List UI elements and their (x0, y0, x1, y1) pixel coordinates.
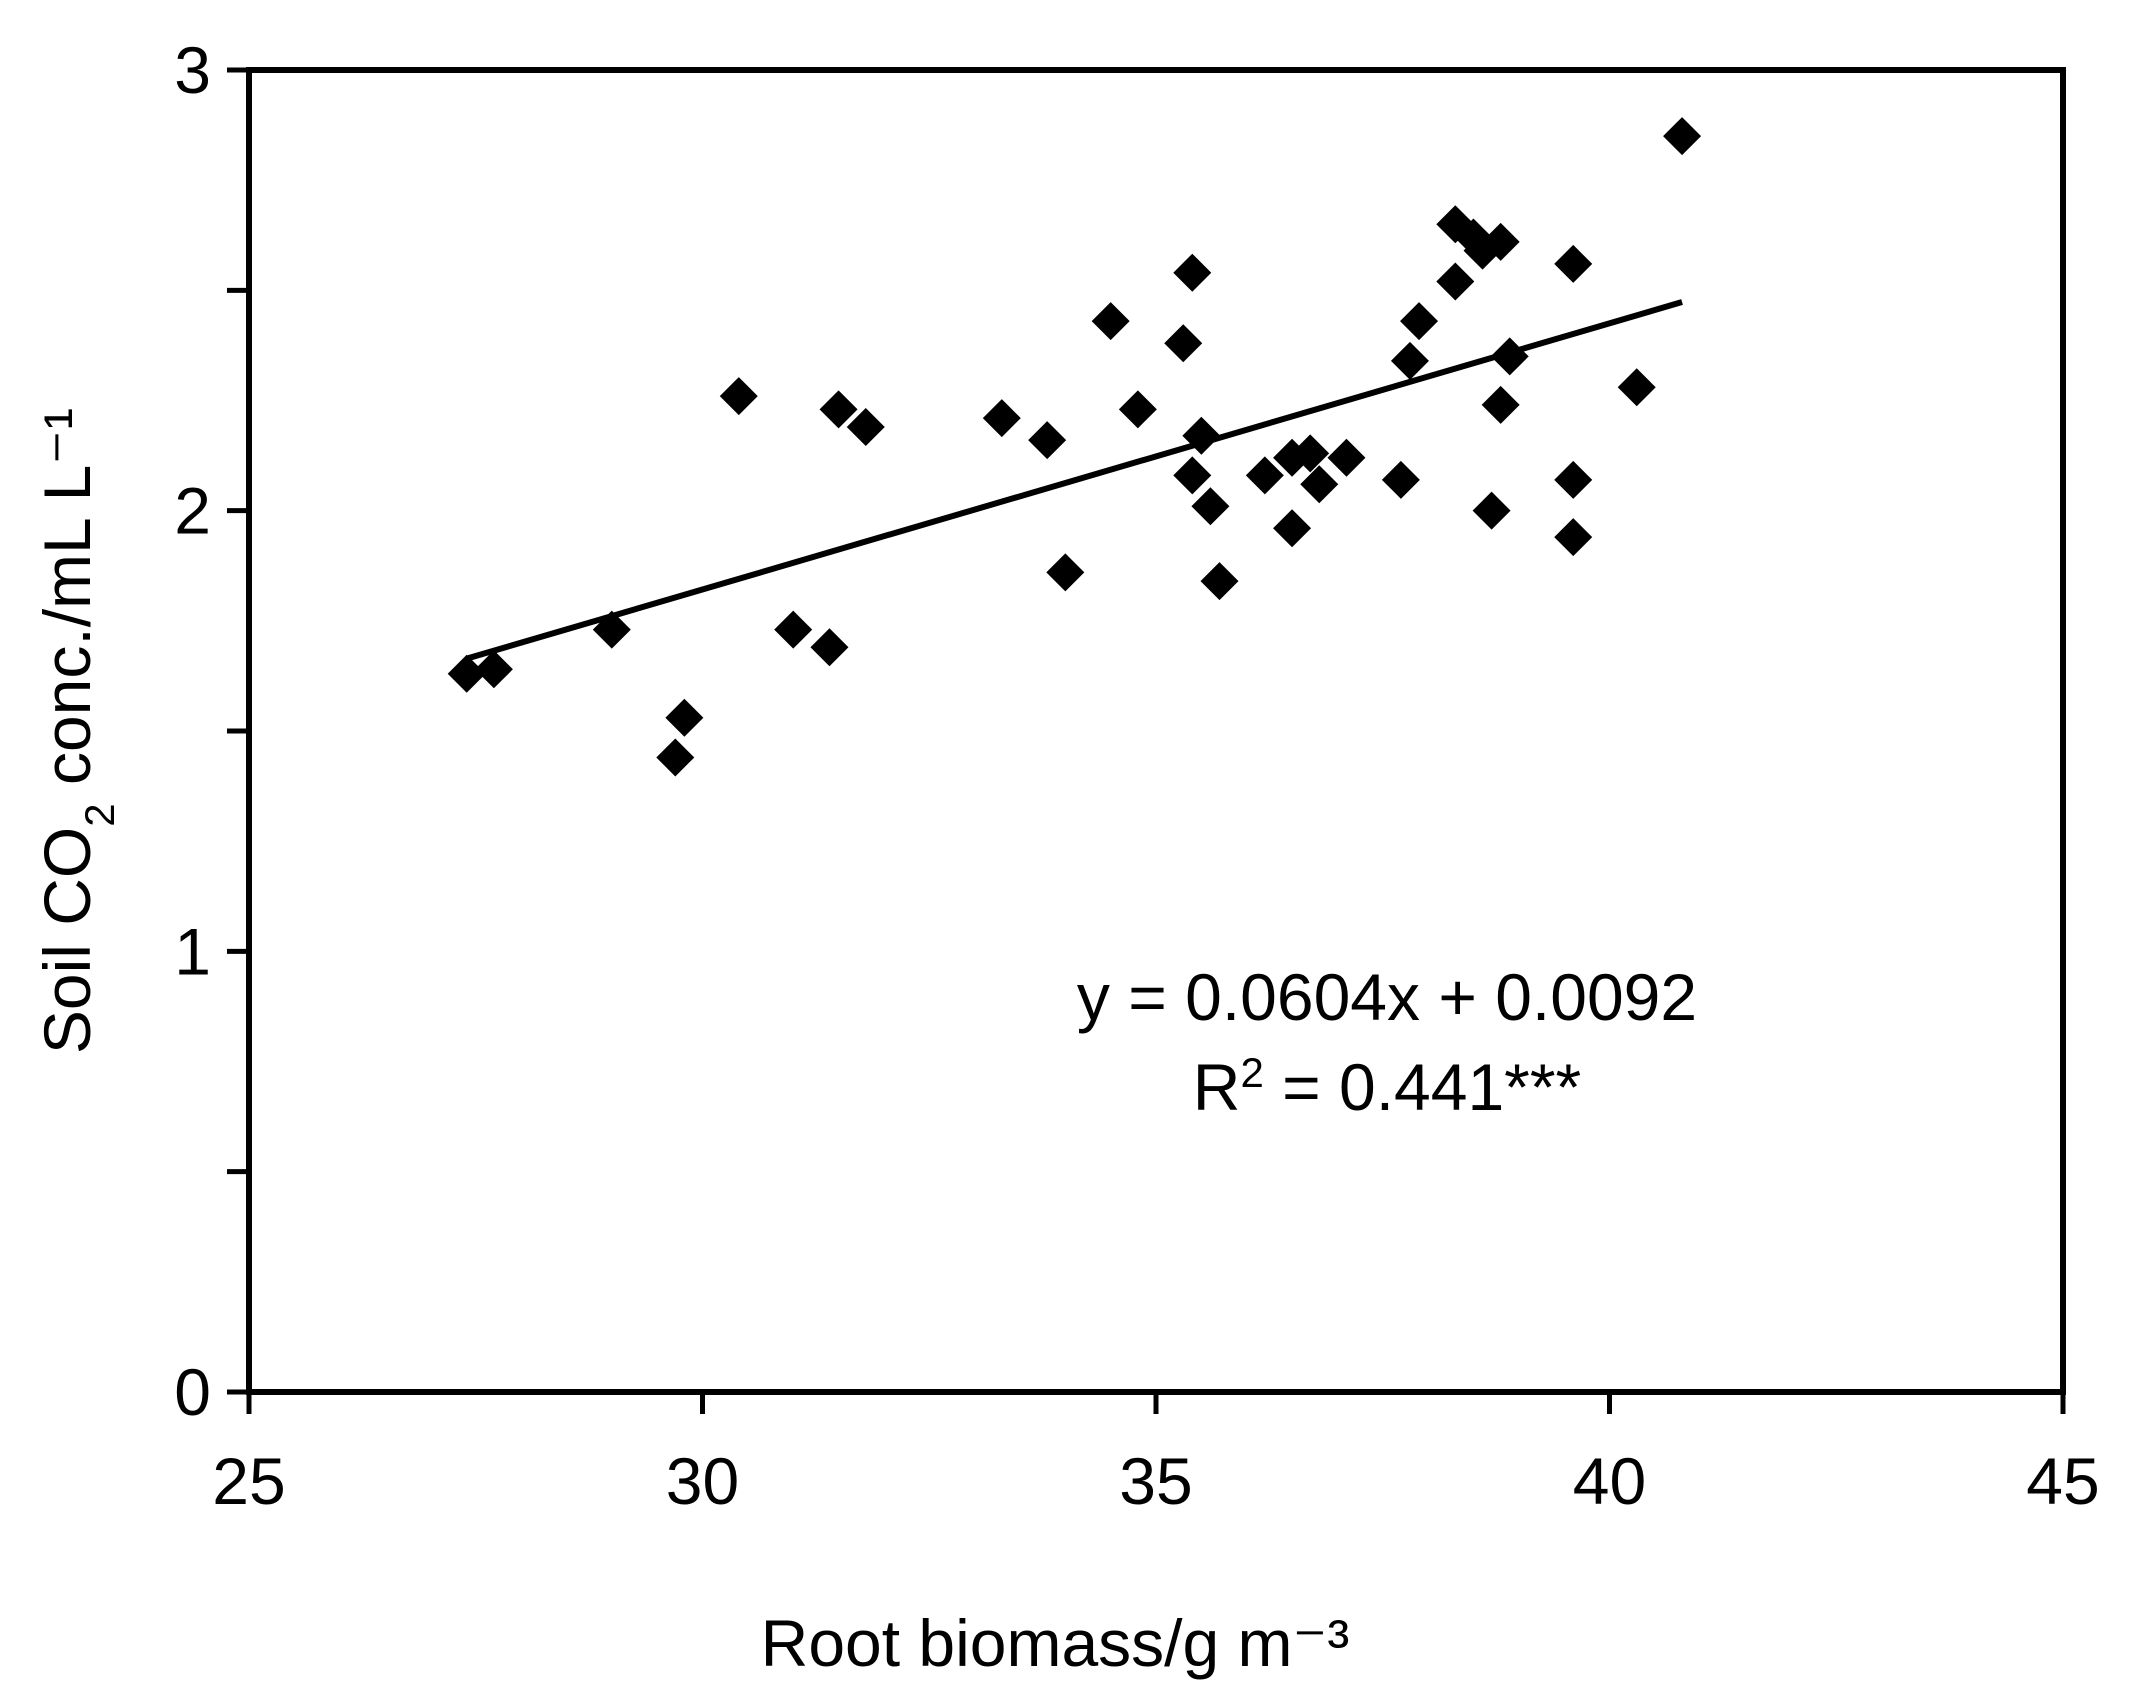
data-point (1554, 244, 1593, 283)
data-point (982, 399, 1021, 438)
data-point (1245, 456, 1284, 495)
x-axis-ticks: 25 30 35 40 45 (212, 1392, 2100, 1518)
data-point (1436, 262, 1475, 301)
data-point (1327, 438, 1366, 477)
data-point (1400, 302, 1439, 341)
data-point (719, 377, 758, 416)
data-point (1490, 337, 1529, 376)
data-point (1617, 368, 1656, 407)
data-points (447, 117, 1702, 777)
data-point (1046, 553, 1085, 592)
trendline (465, 299, 1683, 662)
x-tick-label: 45 (2026, 1444, 2099, 1518)
y-tick-label: 3 (174, 33, 211, 107)
r-squared-annotation: R2 = 0.441*** (1193, 1049, 1581, 1125)
y-tick-label: 1 (174, 914, 211, 988)
x-axis-title: Root biomass/g m⁻³ (761, 1606, 1350, 1680)
data-point (1191, 487, 1230, 526)
data-point (447, 654, 486, 693)
regression-equation: y = 0.0604x + 0.0092 (1077, 960, 1697, 1034)
x-tick-label: 30 (666, 1444, 739, 1518)
x-tick-label: 25 (212, 1444, 285, 1518)
data-point (592, 610, 631, 649)
data-point (1481, 222, 1520, 261)
data-point (1481, 385, 1520, 424)
plot-area-frame (246, 67, 2066, 1395)
x-tick-label: 40 (1573, 1444, 1646, 1518)
y-axis-title-prefix: Soil CO (30, 827, 104, 1054)
x-tick-label: 35 (1119, 1444, 1192, 1518)
data-point (1381, 460, 1420, 499)
y-tick-label: 0 (174, 1355, 211, 1429)
y-axis-title: Soil CO2 conc./mL L⁻¹ (30, 408, 123, 1054)
r-squared-exponent: 2 (1240, 1049, 1263, 1096)
y-axis-title-subscript: 2 (76, 803, 123, 826)
r-squared-symbol: R (1193, 1050, 1241, 1124)
data-point (1028, 421, 1067, 460)
data-point (1390, 341, 1429, 380)
data-point (1173, 456, 1212, 495)
data-point (1291, 434, 1330, 473)
data-point (819, 390, 858, 429)
data-point (1554, 460, 1593, 499)
data-point (1554, 518, 1593, 557)
data-point (1164, 324, 1203, 363)
y-tick-label: 2 (174, 474, 211, 548)
data-point (1182, 416, 1221, 455)
data-point (1273, 509, 1312, 548)
data-point (1118, 390, 1157, 429)
data-point (774, 610, 813, 649)
data-point (1663, 117, 1702, 156)
data-point (1173, 253, 1212, 292)
r-squared-value: = 0.441*** (1264, 1050, 1581, 1124)
data-point (810, 628, 849, 667)
y-axis-ticks: 0 1 2 3 (174, 33, 249, 1429)
data-point (1200, 562, 1239, 601)
data-point (1300, 465, 1339, 504)
data-point (665, 698, 704, 737)
data-point (474, 650, 513, 689)
data-point (846, 407, 885, 446)
data-point (1472, 491, 1511, 530)
data-point (656, 738, 695, 777)
data-point (1091, 302, 1130, 341)
y-axis-title-suffix: conc./mL L⁻¹ (30, 408, 104, 804)
